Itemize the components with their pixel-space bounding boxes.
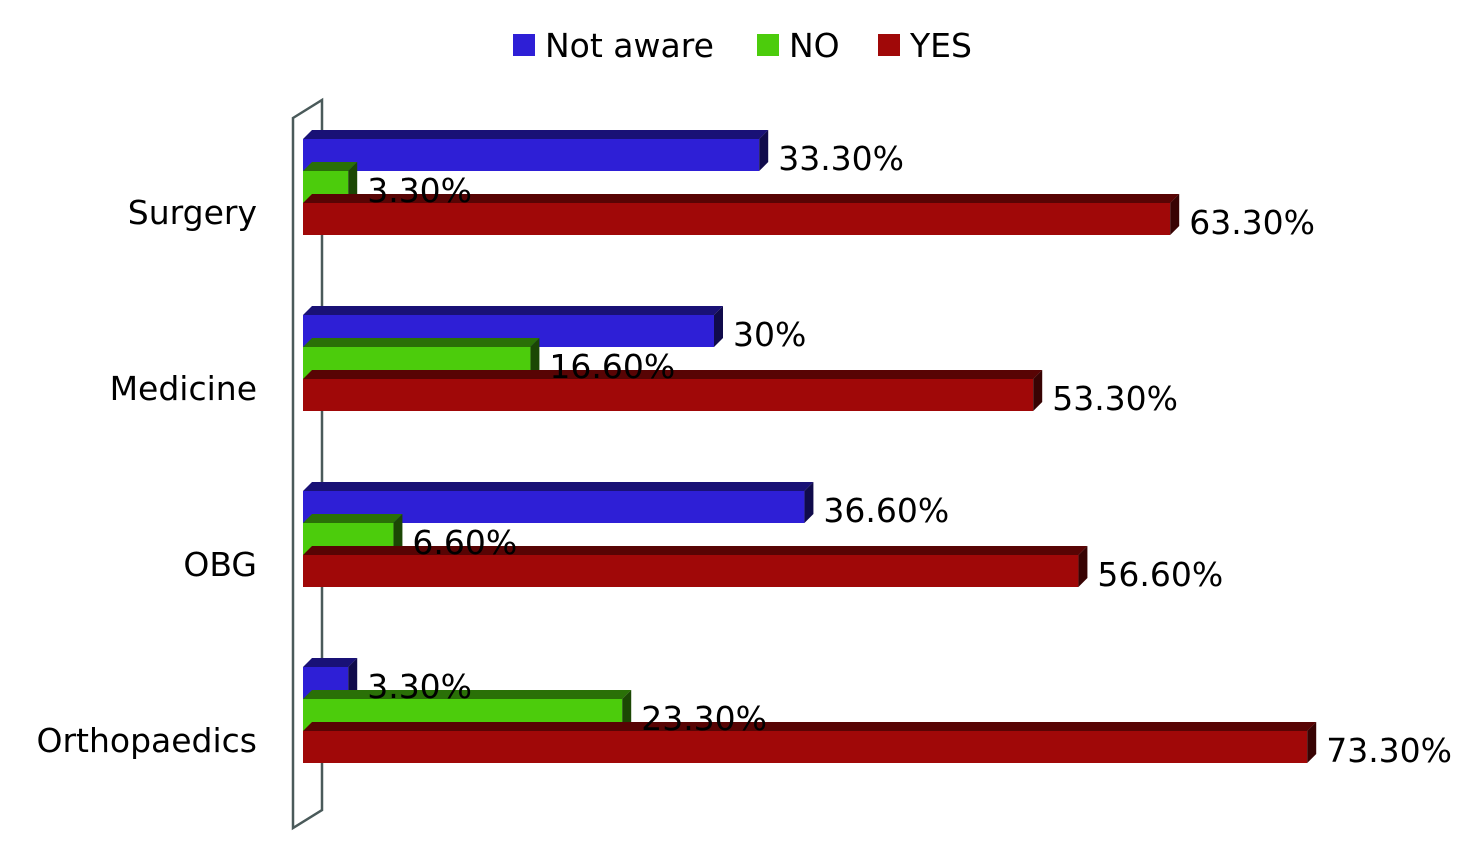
bar-orthopaedics-yes (303, 722, 1317, 763)
value-label-surgery-yes: 63.30% (1189, 203, 1315, 242)
axis-wall (291, 97, 324, 831)
category-label-surgery: Surgery (128, 193, 257, 232)
value-label-obg-no: 6.60% (412, 523, 517, 562)
legend-swatch-yes (878, 34, 900, 56)
value-label-surgery-not-aware: 33.30% (778, 139, 904, 178)
value-label-surgery-no: 3.30% (367, 171, 472, 210)
category-label-orthopaedics: Orthopaedics (36, 721, 257, 760)
bar-surgery-not-aware (303, 130, 769, 171)
value-labels: 33.30% 3.30% 63.30% 30% 16.60% 53.30% 36.60% 6.… (367, 139, 1452, 770)
category-label-medicine: Medicine (110, 369, 257, 408)
legend-label-not-aware: Not aware (545, 26, 714, 65)
value-label-medicine-no: 16.60% (549, 347, 675, 386)
value-label-obg-yes: 56.60% (1097, 555, 1223, 594)
legend: Not aware NO YES (513, 26, 972, 65)
value-label-obg-not-aware: 36.60% (823, 491, 949, 530)
category-labels: Surgery Medicine OBG Orthopaedics (36, 193, 257, 760)
value-label-orthopaedics-not-aware: 3.30% (367, 667, 472, 706)
legend-label-yes: YES (909, 26, 972, 65)
value-label-medicine-not-aware: 30% (733, 315, 806, 354)
legend-swatch-no (757, 34, 779, 56)
value-label-medicine-yes: 53.30% (1052, 379, 1178, 418)
bar-surgery-yes (303, 194, 1180, 235)
value-label-orthopaedics-no: 23.30% (641, 699, 767, 738)
bar-medicine-yes (303, 370, 1043, 411)
legend-label-no: NO (789, 26, 840, 65)
bar-obg-yes (303, 546, 1088, 587)
category-label-obg: OBG (183, 545, 257, 584)
value-label-orthopaedics-yes: 73.30% (1326, 731, 1452, 770)
legend-swatch-not-aware (513, 34, 535, 56)
bars (303, 130, 1317, 763)
